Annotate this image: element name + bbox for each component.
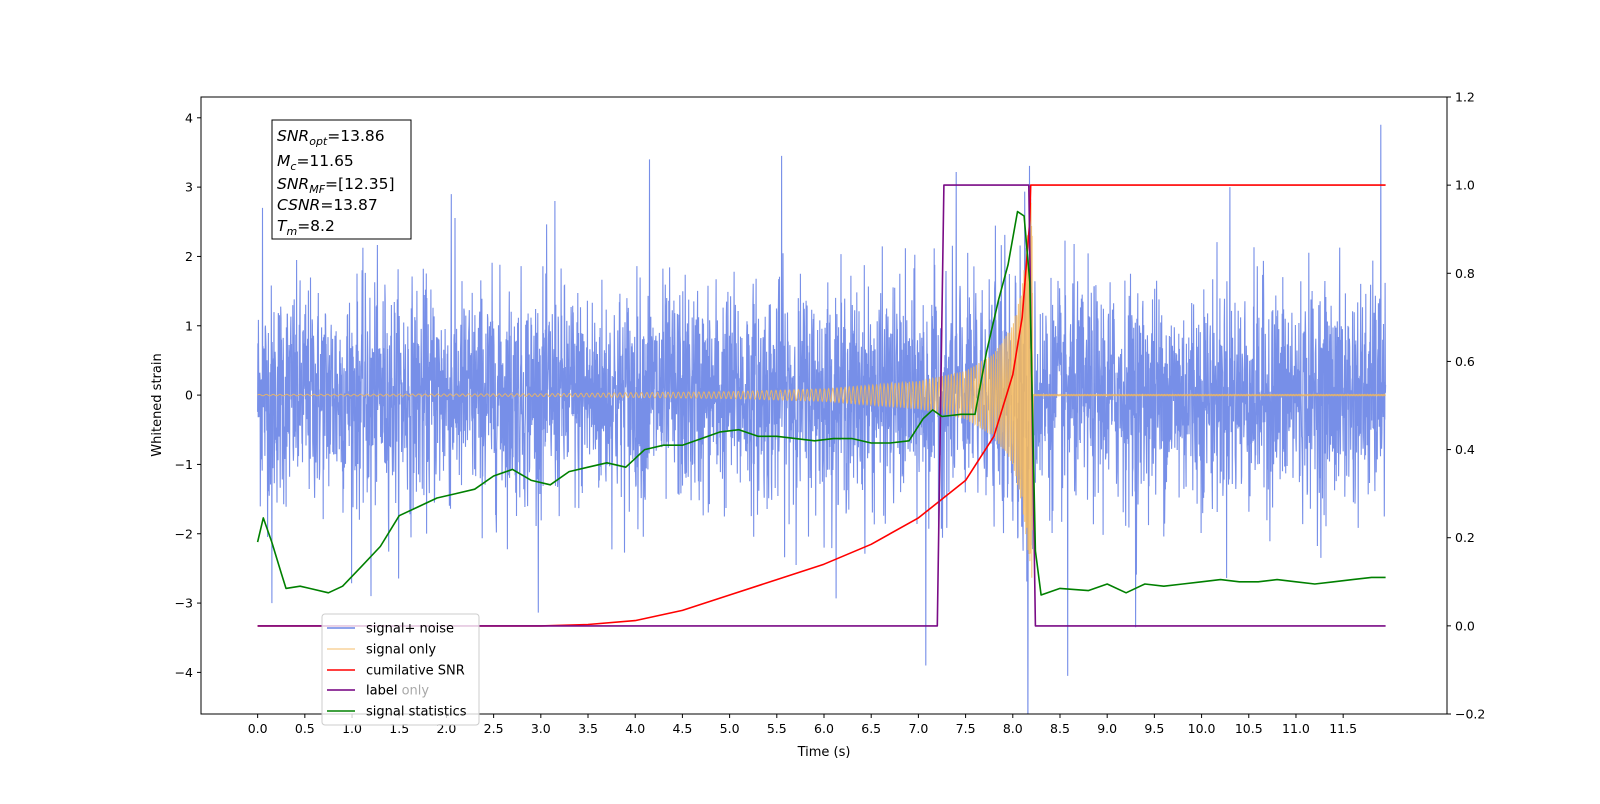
x-tick-label: 10.0 <box>1188 721 1216 736</box>
legend: signal+ noise signal only cumilative SNR la… <box>321 613 480 726</box>
legend-label: label only <box>366 684 429 699</box>
x-tick-label: 9.5 <box>1144 721 1164 736</box>
annotation-frame <box>271 119 412 240</box>
y2-tick-label: 1.2 <box>1455 90 1475 105</box>
legend-label: signal only <box>366 643 436 658</box>
y2-tick-label: −0.2 <box>1455 707 1485 722</box>
x-tick-label: 6.0 <box>814 721 834 736</box>
annotation-line: CSNR=13.87 <box>277 196 378 214</box>
y-tick-label: 4 <box>185 110 193 125</box>
y-axis-right: 1.2 1.0 0.8 0.6 0.4 0.2 0.0 −0.2 <box>1447 90 1485 722</box>
x-tick-label: 7.5 <box>956 721 976 736</box>
y-tick-label: −4 <box>175 665 193 680</box>
x-tick-label: 5.0 <box>720 721 740 736</box>
y2-tick-label: 0.2 <box>1455 530 1475 545</box>
series-signal-only <box>257 202 1386 578</box>
y-tick-label: −3 <box>175 596 193 611</box>
y-tick-label: −1 <box>175 457 193 472</box>
y-axis-title: Whitened strain <box>150 353 165 456</box>
y-tick-label: 2 <box>185 249 193 264</box>
x-tick-label: 6.5 <box>861 721 881 736</box>
x-tick-label: 4.0 <box>625 721 645 736</box>
x-tick-label: 3.0 <box>531 721 551 736</box>
x-tick-label: 10.5 <box>1235 721 1263 736</box>
series-cumilative-snr <box>257 184 1386 627</box>
y-tick-label: 0 <box>185 388 193 403</box>
y2-tick-label: 0.6 <box>1455 354 1475 369</box>
series-layer <box>256 124 1387 714</box>
x-tick-label: 9.0 <box>1097 721 1117 736</box>
x-tick-label: 8.0 <box>1003 721 1023 736</box>
x-tick-label: 4.5 <box>672 721 692 736</box>
annotation-line: Mc=11.65 <box>277 152 354 173</box>
x-tick-label: 2.5 <box>484 721 504 736</box>
y2-tick-label: 0.4 <box>1455 442 1475 457</box>
y2-tick-label: 0.8 <box>1455 266 1475 281</box>
y2-tick-label: 1.0 <box>1455 178 1475 193</box>
x-tick-label: 5.5 <box>767 721 787 736</box>
y2-tick-label: 0.0 <box>1455 618 1475 633</box>
y-tick-label: 3 <box>185 180 193 195</box>
legend-frame <box>321 613 480 726</box>
annotation-box: SNRopt=13.86 Mc=11.65SNRMF=[12.35]CSNR=13… <box>271 119 412 240</box>
legend-label: label <box>366 684 397 699</box>
annotation-line: SNRMF=[12.35] <box>277 175 395 196</box>
x-axis-title: Time (s) <box>797 745 851 760</box>
x-tick-label: 7.0 <box>908 721 928 736</box>
y-axis-left: 4 3 2 1 0 −1 −2 −3 −4 <box>175 110 201 680</box>
series-signal-statistics <box>256 210 1386 596</box>
series-signal-noise <box>257 124 1387 714</box>
y-tick-label: −2 <box>175 526 193 541</box>
legend-label: signal statistics <box>366 705 467 720</box>
x-tick-label: 11.5 <box>1329 721 1357 736</box>
series-label <box>257 184 1386 627</box>
x-tick-label: 11.0 <box>1282 721 1310 736</box>
x-tick-label: 8.5 <box>1050 721 1070 736</box>
x-tick-label: 0.0 <box>248 721 268 736</box>
legend-label: cumilative SNR <box>366 664 465 679</box>
legend-label: signal+ noise <box>366 622 454 637</box>
annotation-line: Tm=8.2 <box>277 217 335 238</box>
x-tick-label: 3.5 <box>578 721 598 736</box>
annotation-line: SNRopt=13.86 <box>277 127 385 148</box>
y-tick-label: 1 <box>185 318 193 333</box>
x-tick-label: 0.5 <box>295 721 315 736</box>
